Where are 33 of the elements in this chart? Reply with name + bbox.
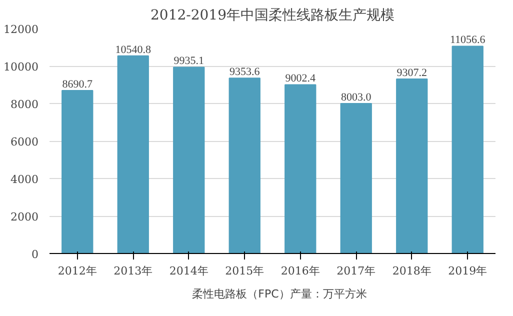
chart-title: 2012-2019年中国柔性线路板生产规模 <box>150 8 395 24</box>
text: 9002.4 <box>285 72 316 85</box>
x-tick-label: 2018年 <box>392 264 432 278</box>
bar <box>452 46 484 254</box>
text: 8003.0 <box>341 91 372 104</box>
text: 10540.8 <box>115 44 151 56</box>
x-tick-label: 2013年 <box>114 264 153 278</box>
text: 柔性电路板（FPC）产量：万平方米 <box>192 286 367 302</box>
y-tick-label: 0 <box>32 248 38 261</box>
y-tick-label: 8000 <box>10 98 39 111</box>
bar <box>117 55 149 254</box>
x-tick-label: 2016年 <box>280 264 320 278</box>
text: 9307.2 <box>396 66 427 79</box>
x-tick-label: 2019年 <box>448 264 488 278</box>
y-tick-label: 10000 <box>4 60 39 74</box>
text: 11056.6 <box>450 34 486 46</box>
x-tick-label: 2012年 <box>58 264 97 278</box>
text: 8690.7 <box>62 78 92 91</box>
y-tick-label: 4000 <box>10 173 39 186</box>
bar <box>228 78 260 254</box>
x-tick-label: 2017年 <box>336 264 376 278</box>
bar <box>62 90 94 254</box>
bar <box>173 66 205 254</box>
x-tick-label: 2014年 <box>169 264 208 278</box>
bar <box>284 84 316 254</box>
y-tick-label: 2000 <box>10 210 39 224</box>
bar <box>340 102 372 254</box>
x-tick-label: 2015年 <box>225 264 264 278</box>
text: 9353.6 <box>230 66 260 78</box>
y-tick-label: 6000 <box>10 136 39 148</box>
text: 9935.1 <box>174 55 204 68</box>
bar <box>396 78 428 254</box>
y-tick-label: 12000 <box>4 23 39 36</box>
